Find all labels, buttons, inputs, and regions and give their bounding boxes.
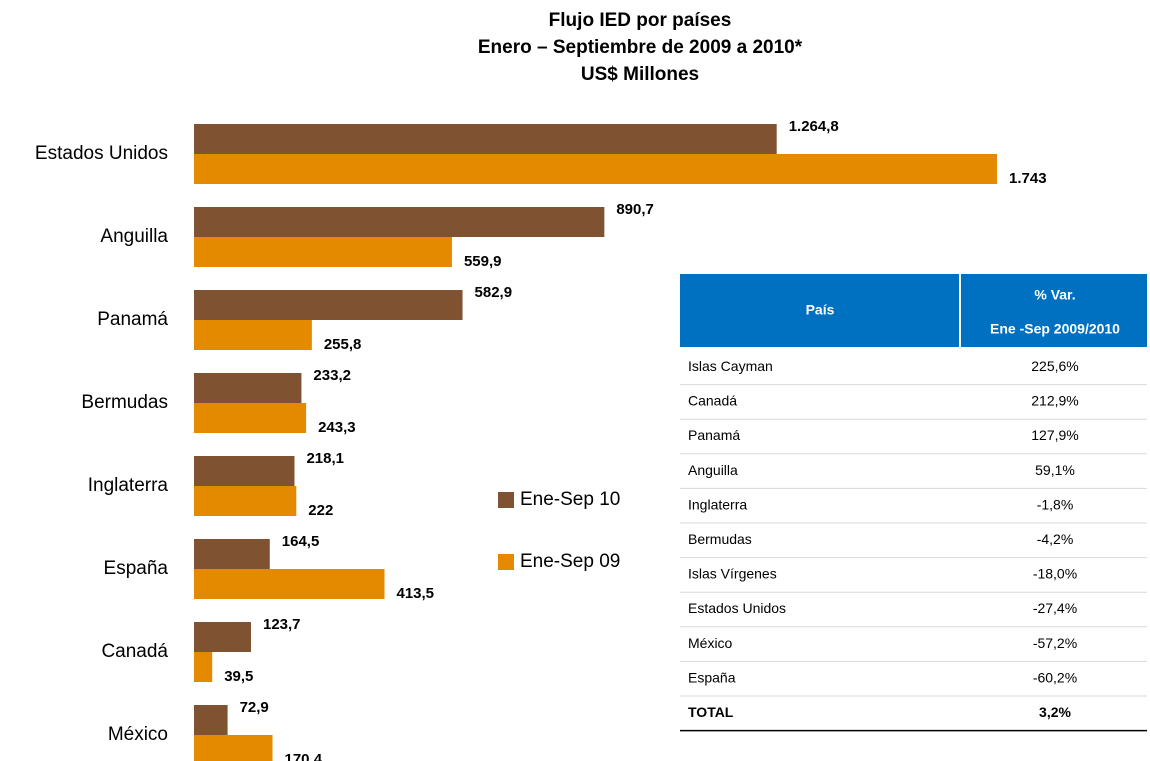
- table-cell: -1,8%: [1037, 496, 1074, 512]
- value-label: 559,9: [464, 253, 502, 270]
- bar: [194, 569, 385, 599]
- table-cell: Estados Unidos: [688, 600, 786, 616]
- bar: [194, 290, 463, 320]
- table-cell: -27,4%: [1033, 600, 1077, 616]
- chart-subtitle: Enero – Septiembre de 2009 a 2010*: [478, 37, 803, 58]
- bar: [194, 652, 213, 682]
- table-cell: 127,9%: [1031, 427, 1078, 443]
- bar: [194, 456, 295, 486]
- value-label: 890,7: [616, 201, 654, 218]
- legend-label: Ene-Sep 10: [520, 489, 620, 510]
- category-label: Canadá: [101, 641, 168, 662]
- value-label: 1.743: [1009, 170, 1047, 187]
- legend-label: Ene-Sep 09: [520, 551, 620, 572]
- bar: [194, 124, 777, 154]
- value-label: 222: [308, 502, 333, 519]
- table-header-cell: País: [806, 302, 835, 318]
- table-cell: México: [688, 635, 733, 651]
- category-label: Inglaterra: [88, 475, 169, 496]
- table-cell: -60,2%: [1033, 669, 1077, 685]
- table-cell: 212,9%: [1031, 393, 1078, 409]
- table-cell: Anguilla: [688, 462, 738, 478]
- legend-swatch: [498, 554, 514, 570]
- table-cell: España: [688, 669, 736, 685]
- table-header-cell: % Var.: [1034, 287, 1075, 303]
- value-label: 170,4: [285, 751, 323, 761]
- bar: [194, 320, 312, 350]
- table-cell: TOTAL: [688, 704, 734, 720]
- category-label: México: [108, 724, 168, 745]
- table-cell: -4,2%: [1037, 531, 1074, 547]
- value-label: 72,9: [240, 699, 269, 716]
- table-cell: Inglaterra: [688, 496, 747, 512]
- category-label: España: [104, 558, 169, 579]
- table-header-cell: Ene -Sep 2009/2010: [990, 321, 1120, 337]
- table-cell: -18,0%: [1033, 566, 1077, 582]
- legend-swatch: [498, 492, 514, 508]
- table-cell: 3,2%: [1039, 704, 1071, 720]
- bar: [194, 486, 297, 516]
- value-label: 1.264,8: [789, 118, 839, 135]
- bar: [194, 622, 251, 652]
- bar: [194, 539, 270, 569]
- value-label: 413,5: [396, 585, 434, 602]
- bar: [194, 735, 273, 761]
- category-label: Anguilla: [100, 226, 168, 247]
- bar: [194, 705, 228, 735]
- table-header: [680, 274, 1147, 347]
- category-label: Bermudas: [81, 392, 168, 413]
- chart-subtitle: US$ Millones: [581, 64, 699, 85]
- value-label: 164,5: [282, 533, 320, 550]
- bar: [194, 403, 307, 433]
- bar: [194, 237, 452, 267]
- table-cell: 59,1%: [1035, 462, 1075, 478]
- chart-title: Flujo IED por países: [549, 10, 732, 31]
- table-cell: Islas Vírgenes: [688, 566, 777, 582]
- table-cell: Bermudas: [688, 531, 752, 547]
- bar: [194, 154, 997, 184]
- value-label: 39,5: [224, 668, 253, 685]
- value-label: 233,2: [313, 367, 351, 384]
- table-cell: Canadá: [688, 393, 737, 409]
- value-label: 582,9: [475, 284, 513, 301]
- category-label: Estados Unidos: [35, 143, 168, 164]
- bar: [194, 373, 302, 403]
- table-cell: -57,2%: [1033, 635, 1077, 651]
- value-label: 255,8: [324, 336, 362, 353]
- value-label: 218,1: [306, 450, 344, 467]
- category-label: Panamá: [97, 309, 168, 330]
- value-label: 243,3: [318, 419, 356, 436]
- table-cell: Panamá: [688, 427, 740, 443]
- table-cell: 225,6%: [1031, 358, 1078, 374]
- table-cell: Islas Cayman: [688, 358, 773, 374]
- bar: [194, 207, 605, 237]
- value-label: 123,7: [263, 616, 301, 633]
